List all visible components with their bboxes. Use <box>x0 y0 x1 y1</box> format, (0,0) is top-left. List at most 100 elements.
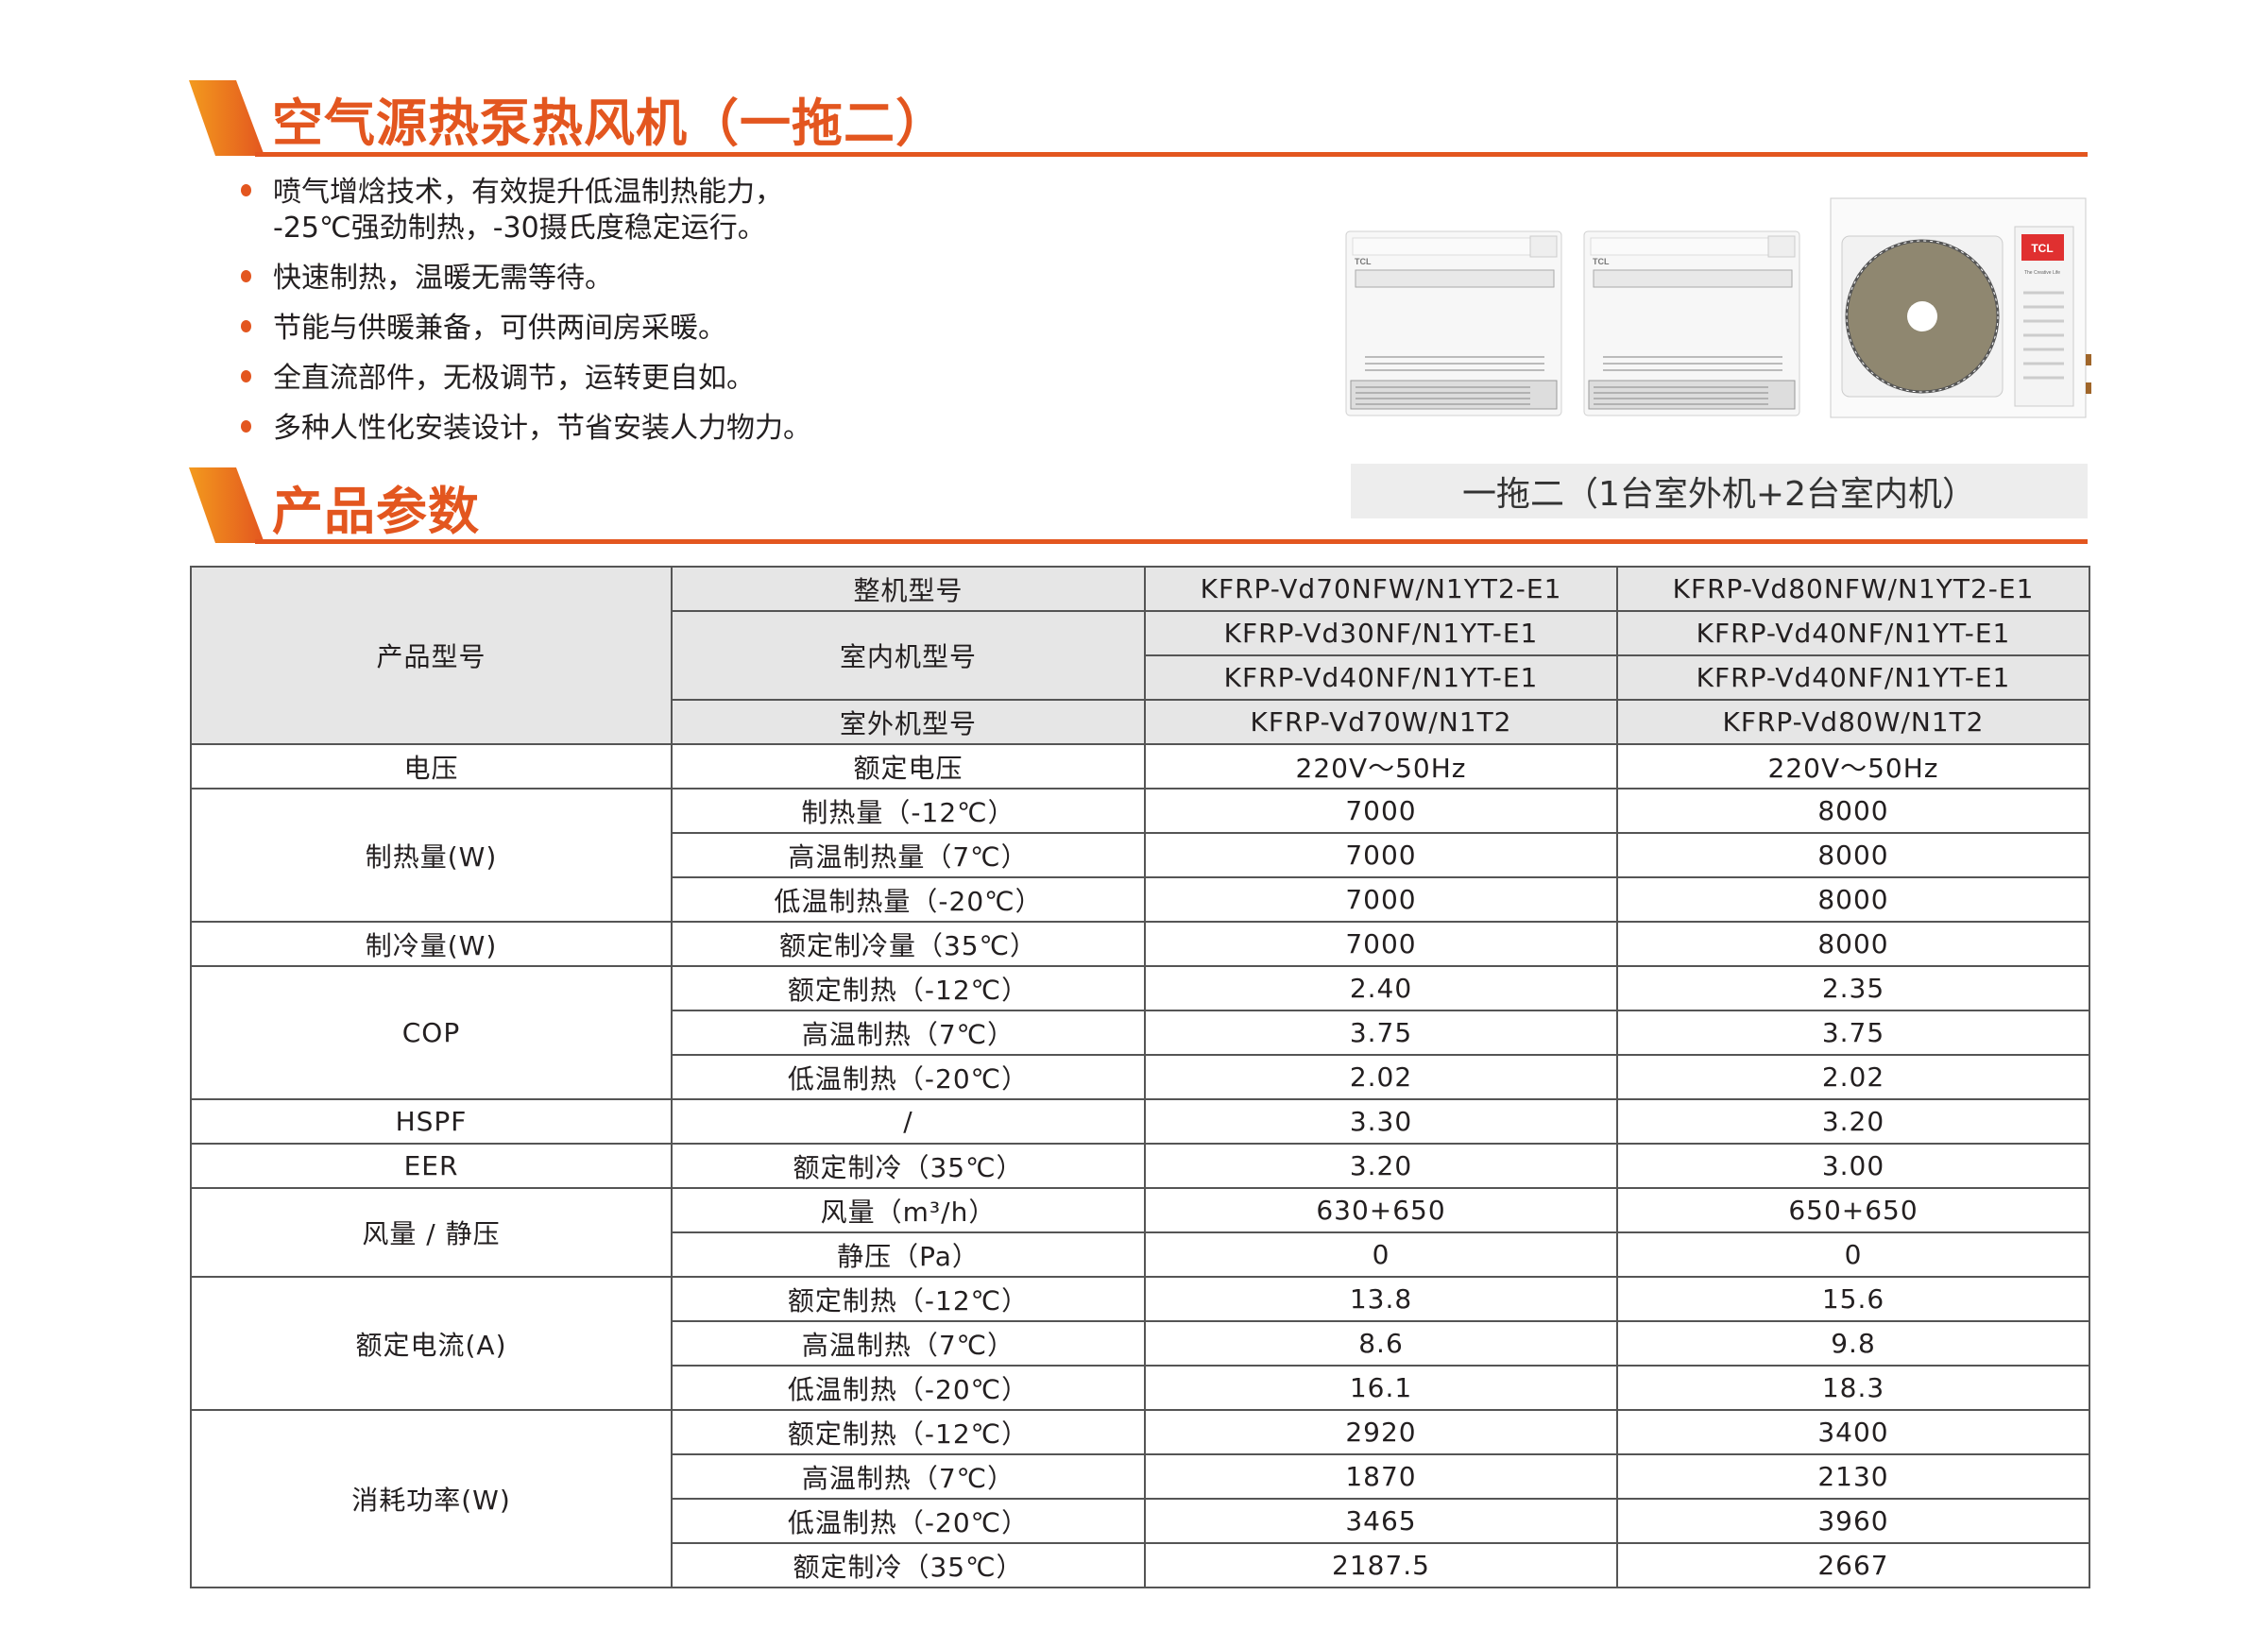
category-cell: 额定电流(A) <box>190 1276 673 1411</box>
table-row: 高温制热（7℃） 8.6 9.8 <box>191 1320 2090 1367</box>
parameter-cell: 低温制热（-20℃） <box>671 1365 1146 1411</box>
parameter-cell: 低温制热量（-20℃） <box>671 876 1146 923</box>
parameter-cell: 整机型号 <box>671 566 1146 612</box>
parameter-cell: 室内机型号 <box>671 610 1146 701</box>
table-row: 高温制热（7℃） 3.75 3.75 <box>191 1010 2090 1056</box>
table-row: 室内机型号 KFRP-Vd30NF/N1YT-E1 KFRP-Vd40NF/N1YT… <box>191 610 2090 701</box>
parameter-cell: 制热量（-12℃） <box>671 788 1146 834</box>
bullet-icon <box>241 370 251 382</box>
feature-text: -25℃强劲制热，-30摄氏度稳定运行。 <box>273 212 766 245</box>
table-row: 电压 额定电压 220V～50Hz 220V～50Hz <box>190 743 2090 790</box>
value-cell-model-1: 2187.5 <box>1144 1542 1618 1588</box>
svg-text:TCL: TCL <box>2031 242 2053 255</box>
bullet-icon <box>241 420 251 433</box>
category-cell: EER <box>190 1143 673 1189</box>
section-title-product: 空气源热泵热风机（一拖二） <box>272 93 947 153</box>
table-row: 额定制冷（35℃） 2187.5 2667 <box>191 1542 2090 1588</box>
bullet-icon <box>241 320 251 332</box>
value-cell-model-1: 7000 <box>1144 876 1618 923</box>
category-cell: 电压 <box>190 743 673 790</box>
value-cell-model-1: 13.8 <box>1144 1276 1618 1322</box>
svg-text:The Creative Life: The Creative Life <box>2024 270 2060 276</box>
value-cell-model-2: KFRP-Vd40NF/N1YT-E1 <box>1616 610 2090 656</box>
table-row: 高温制热（7℃） 1870 2130 <box>191 1453 2090 1500</box>
parameter-cell: 高温制热（7℃） <box>671 1010 1146 1056</box>
value-cell-model-2: 2.02 <box>1616 1054 2090 1100</box>
parameter-cell: 高温制热量（7℃） <box>671 832 1146 878</box>
value-cell-model-2: 650+650 <box>1616 1187 2090 1233</box>
bullet-icon <box>241 270 251 282</box>
category-cell: 制热量(W) <box>190 788 673 923</box>
table-row: EER 额定制冷（35℃） 3.20 3.00 <box>190 1143 2090 1189</box>
value-cell-model-1: 7000 <box>1144 921 1618 967</box>
category-cell: HSPF <box>190 1098 673 1145</box>
value-cell-model-1: KFRP-Vd70NFW/N1YT2-E1 <box>1144 566 1618 612</box>
value-cell-model-1: 8.6 <box>1144 1320 1618 1367</box>
parameter-cell: 低温制热（-20℃） <box>671 1498 1146 1544</box>
value-cell-model-1: 7000 <box>1144 788 1618 834</box>
value-cell-model-2: 8000 <box>1616 832 2090 878</box>
feature-text: 节能与供暖兼备，可供两间房采暖。 <box>273 312 726 345</box>
table-row: 低温制热（-20℃） 3465 3960 <box>191 1498 2090 1544</box>
category-cell: 风量 / 静压 <box>190 1187 673 1278</box>
value-cell-model-2: 220V～50Hz <box>1616 743 2090 790</box>
value-cell-model-1: 630+650 <box>1144 1187 1618 1233</box>
value-cell-model-2: 18.3 <box>1616 1365 2090 1411</box>
value-cell-model-1: 2920 <box>1144 1409 1618 1455</box>
table-row: 室外机型号 KFRP-Vd70W/N1T2 KFRP-Vd80W/N1T2 <box>191 699 2090 745</box>
bullet-icon <box>241 184 251 196</box>
value-cell-model-2: 8000 <box>1616 921 2090 967</box>
table-row: 消耗功率(W) 额定制热（-12℃） 2920 3400 <box>190 1409 2090 1588</box>
section-tab-marker <box>189 467 264 543</box>
svg-text:TCL: TCL <box>1593 257 1610 266</box>
value-cell-model-2: KFRP-Vd40NF/N1YT-E1 <box>1616 654 2090 701</box>
parameter-cell: 静压（Pa） <box>671 1231 1146 1278</box>
section-divider <box>255 539 2088 544</box>
parameter-cell: 额定制热（-12℃） <box>671 1409 1146 1455</box>
spec-table: 产品型号 整机型号 KFRP-Vd70NFW/N1YT2-E1 KFRP-Vd80NF… <box>190 566 2090 1588</box>
value-cell-model-1: 3.75 <box>1144 1010 1618 1056</box>
table-row: 制热量(W) 制热量（-12℃） 7000 8000 <box>190 788 2090 923</box>
value-cell-model-2: 9.8 <box>1616 1320 2090 1367</box>
parameter-cell: 额定制热（-12℃） <box>671 965 1146 1011</box>
value-cell-model-1: 16.1 <box>1144 1365 1618 1411</box>
parameter-cell: 额定制冷（35℃） <box>671 1143 1146 1189</box>
value-cell-model-1: KFRP-Vd30NF/N1YT-E1 <box>1144 610 1618 656</box>
parameter-cell: 高温制热（7℃） <box>671 1453 1146 1500</box>
table-row: 低温制热量（-20℃） 7000 8000 <box>191 876 2090 923</box>
value-cell-model-2: 3400 <box>1616 1409 2090 1455</box>
value-cell-model-2: KFRP-Vd80W/N1T2 <box>1616 699 2090 745</box>
value-cell-model-2: 3960 <box>1616 1498 2090 1544</box>
value-cell-model-1: 3.20 <box>1144 1143 1618 1189</box>
value-cell-model-1: 1870 <box>1144 1453 1618 1500</box>
value-cell-model-2: 0 <box>1616 1231 2090 1278</box>
category-cell: 制冷量(W) <box>190 921 673 967</box>
product-image: TCL TCL TCL The Creative Life <box>1345 197 2091 418</box>
table-row: HSPF/3.30 3.20 <box>190 1098 2090 1145</box>
parameter-cell: 风量（m³/h） <box>671 1187 1146 1233</box>
table-row: 风量 / 静压 风量（m³/h） 630+650 650+650 <box>190 1187 2090 1278</box>
value-cell-model-1: 2.40 <box>1144 965 1618 1011</box>
feature-item: 喷气增焓技术，有效提升低温制热能力， -25℃强劲制热，-30摄氏度稳定运行。 <box>241 175 811 246</box>
value-cell-model-1: 0 <box>1144 1231 1618 1278</box>
table-row: 制冷量(W) 额定制冷量（35℃） 7000 8000 <box>190 921 2090 967</box>
feature-list: 喷气增焓技术，有效提升低温制热能力， -25℃强劲制热，-30摄氏度稳定运行。 … <box>241 175 811 461</box>
parameter-cell: 额定电压 <box>671 743 1146 790</box>
value-cell-model-1: 7000 <box>1144 832 1618 878</box>
parameter-cell: 额定制热（-12℃） <box>671 1276 1146 1322</box>
value-cell-model-2: 2667 <box>1616 1542 2090 1588</box>
category-cell: COP <box>190 965 673 1100</box>
value-cell-model-2: 3.00 <box>1616 1143 2090 1189</box>
value-cell-model-1: 2.02 <box>1144 1054 1618 1100</box>
value-cell-model-2: 8000 <box>1616 876 2090 923</box>
feature-text: 快速制热，温暖无需等待。 <box>273 262 613 295</box>
value-cell-model-2: KFRP-Vd80NFW/N1YT2-E1 <box>1616 566 2090 612</box>
feature-item: 多种人性化安装设计，节省安装人力物力。 <box>241 411 811 447</box>
value-cell-model-1: KFRP-Vd70W/N1T2 <box>1144 699 1618 745</box>
table-row: COP 额定制热（-12℃） 2.40 2.35 <box>190 965 2090 1100</box>
value-cell-model-2: 3.20 <box>1616 1098 2090 1145</box>
parameter-cell: 高温制热（7℃） <box>671 1320 1146 1367</box>
value-cell-model-2: 2.35 <box>1616 965 2090 1011</box>
section-divider <box>255 152 2088 157</box>
svg-text:TCL: TCL <box>1355 257 1372 266</box>
